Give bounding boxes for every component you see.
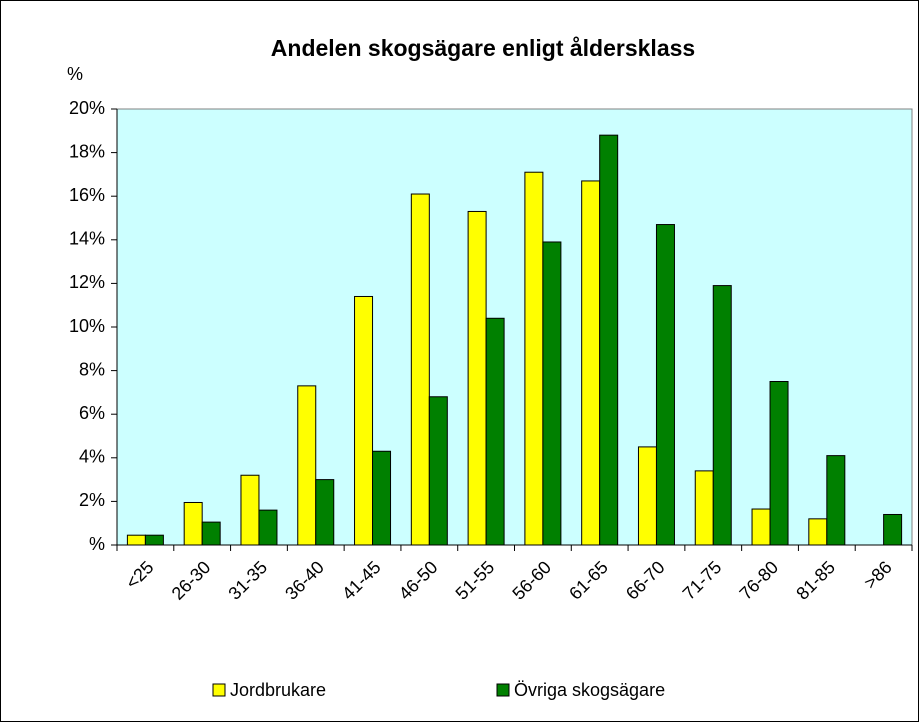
y-axis-label: %	[67, 64, 83, 84]
bar	[826, 455, 846, 546]
y-tick-label: 10%	[69, 316, 105, 336]
bar	[201, 521, 221, 546]
y-tick-label: %	[89, 534, 105, 554]
legend-label: Jordbrukare	[230, 680, 326, 700]
y-tick-label: 16%	[69, 185, 105, 205]
bar	[354, 295, 374, 546]
bar	[240, 474, 260, 546]
plot-area	[116, 108, 913, 546]
bar	[883, 513, 903, 546]
bar	[372, 450, 392, 546]
y-tick-label: 2%	[79, 490, 105, 510]
legend-label: Övriga skogsägare	[514, 680, 665, 700]
bar	[637, 446, 657, 546]
y-tick-label: 4%	[79, 447, 105, 467]
bar	[712, 285, 732, 546]
y-tick-label: 18%	[69, 141, 105, 161]
bar	[126, 534, 146, 546]
y-tick-label: 12%	[69, 272, 105, 292]
bar	[428, 396, 448, 546]
bar	[297, 385, 317, 546]
bar	[581, 180, 601, 546]
bar	[599, 134, 619, 546]
bar	[258, 509, 278, 546]
bar	[144, 534, 164, 546]
bar	[694, 470, 714, 546]
y-tick-label: 14%	[69, 229, 105, 249]
bar	[315, 479, 335, 546]
bar	[410, 193, 430, 546]
bar	[751, 508, 771, 546]
bar	[655, 224, 675, 546]
bar	[524, 171, 544, 546]
chart-title: Andelen skogsägare enligt åldersklass	[271, 35, 695, 61]
bar	[183, 501, 203, 546]
bar	[485, 317, 505, 546]
bar	[542, 241, 562, 546]
bar	[467, 210, 487, 546]
bar	[769, 381, 789, 546]
bar	[808, 518, 828, 546]
y-tick-label: 8%	[79, 359, 105, 379]
legend-swatch	[212, 683, 226, 697]
legend-swatch	[496, 683, 510, 697]
y-tick-label: 6%	[79, 403, 105, 423]
y-tick-label: 20%	[69, 98, 105, 118]
